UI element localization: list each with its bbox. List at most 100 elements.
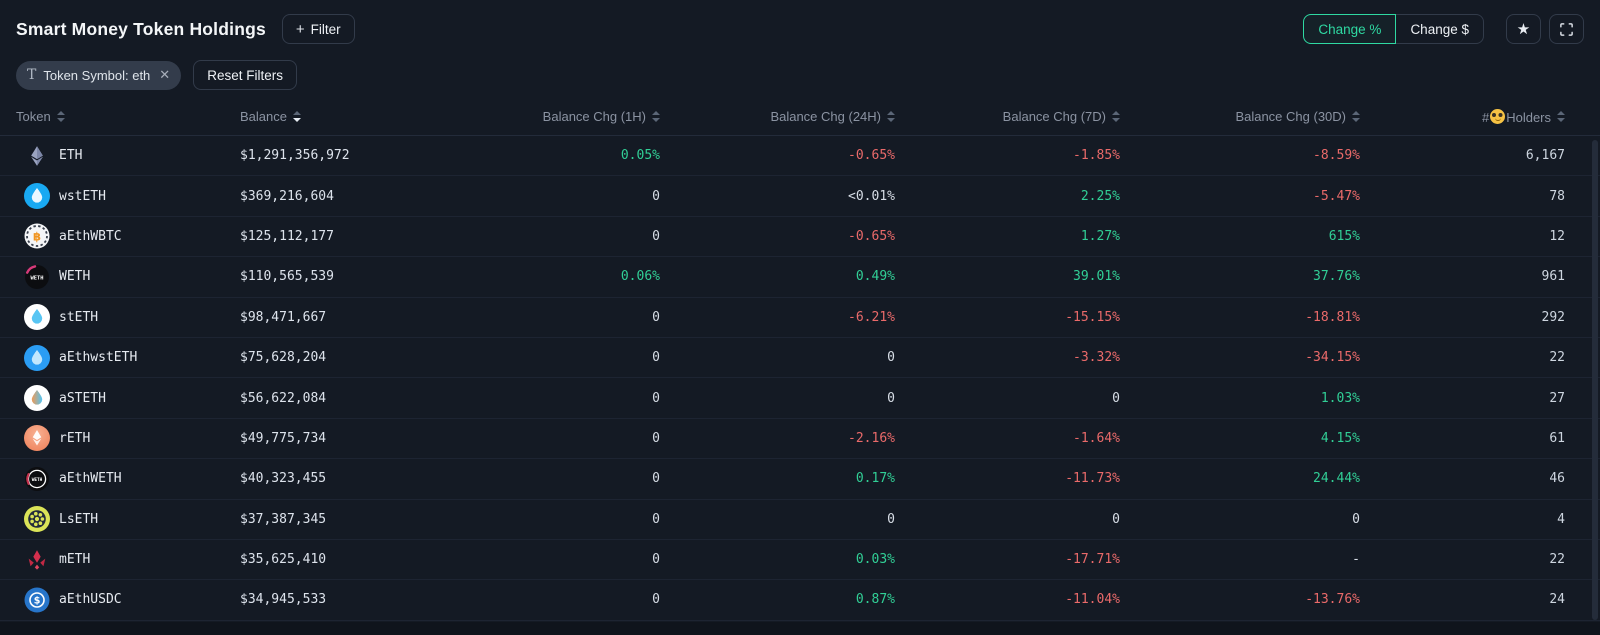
chg-7d-cell: 39.01% bbox=[895, 269, 1120, 284]
holders-cell: 22 bbox=[1360, 552, 1565, 567]
table-row[interactable]: ฿aEthWBTC$125,112,1770-0.65%1.27%615%12 bbox=[0, 217, 1600, 257]
balance-cell: $37,387,345 bbox=[240, 512, 470, 527]
chg-24h-cell: <0.01% bbox=[660, 189, 895, 204]
change-percent-button[interactable]: Change % bbox=[1303, 14, 1396, 44]
weth-logo: WETH bbox=[24, 264, 50, 290]
column-header-token[interactable]: Token bbox=[16, 109, 240, 124]
sort-icon[interactable] bbox=[652, 111, 660, 122]
balance-cell: $125,112,177 bbox=[240, 229, 470, 244]
token-cell: ฿aEthWBTC bbox=[16, 223, 240, 249]
chg-30d-cell: 4.15% bbox=[1120, 431, 1360, 446]
filter-chip-token-symbol[interactable]: T Token Symbol: eth ✕ bbox=[16, 61, 181, 90]
sort-icon[interactable] bbox=[1557, 111, 1565, 122]
sort-icon[interactable] bbox=[1112, 111, 1120, 122]
chg-1h-cell: 0 bbox=[470, 431, 660, 446]
column-header-chg_24h[interactable]: Balance Chg (24H) bbox=[660, 109, 895, 124]
chg-30d-cell: -18.81% bbox=[1120, 310, 1360, 325]
chg-7d-cell: 0 bbox=[895, 512, 1120, 527]
fullscreen-icon bbox=[1559, 22, 1574, 37]
column-header-holders[interactable]: #Holders bbox=[1360, 109, 1565, 125]
chg-30d-cell: 0 bbox=[1120, 512, 1360, 527]
token-cell: $aEthUSDC bbox=[16, 587, 240, 613]
chg-1h-cell: 0 bbox=[470, 189, 660, 204]
table-row[interactable]: $aEthUSDC$34,945,53300.87%-11.04%-13.76%… bbox=[0, 580, 1600, 620]
token-symbol: WETH bbox=[59, 269, 90, 284]
wsteth-logo bbox=[24, 183, 50, 209]
holders-cell: 24 bbox=[1360, 592, 1565, 607]
chg-30d-cell: -5.47% bbox=[1120, 189, 1360, 204]
token-symbol: aEthWETH bbox=[59, 471, 122, 486]
column-label: Token bbox=[16, 109, 51, 124]
column-header-chg_7d[interactable]: Balance Chg (7D) bbox=[895, 109, 1120, 124]
table-row[interactable]: stETH$98,471,6670-6.21%-15.15%-18.81%292 bbox=[0, 298, 1600, 338]
favorite-button[interactable]: ★ bbox=[1506, 14, 1541, 44]
vertical-scrollbar[interactable] bbox=[1592, 140, 1598, 620]
chg-24h-cell: -6.21% bbox=[660, 310, 895, 325]
token-symbol: aSTETH bbox=[59, 391, 106, 406]
chg-7d-cell: 0 bbox=[895, 391, 1120, 406]
fullscreen-button[interactable] bbox=[1549, 14, 1584, 44]
balance-cell: $75,628,204 bbox=[240, 350, 470, 365]
holders-cell: 61 bbox=[1360, 431, 1565, 446]
chg-1h-cell: 0 bbox=[470, 512, 660, 527]
chg-1h-cell: 0 bbox=[470, 350, 660, 365]
asteth-logo bbox=[24, 385, 50, 411]
sort-icon[interactable] bbox=[887, 111, 895, 122]
wbtc-logo: ฿ bbox=[24, 223, 50, 249]
change-mode-toggle: Change % Change $ bbox=[1303, 14, 1484, 44]
chg-7d-cell: -11.73% bbox=[895, 471, 1120, 486]
filter-chip-label: Token Symbol: eth bbox=[43, 68, 150, 83]
holders-cell: 12 bbox=[1360, 229, 1565, 244]
filter-bar: T Token Symbol: eth ✕ Reset Filters bbox=[0, 58, 1600, 92]
token-cell: ETH bbox=[16, 143, 240, 169]
column-header-balance[interactable]: Balance bbox=[240, 109, 470, 124]
sort-icon[interactable] bbox=[293, 111, 301, 122]
token-cell: stETH bbox=[16, 304, 240, 330]
add-filter-button[interactable]: + Filter bbox=[282, 14, 355, 44]
balance-cell: $35,625,410 bbox=[240, 552, 470, 567]
balance-cell: $34,945,533 bbox=[240, 592, 470, 607]
column-label: Balance Chg (24H) bbox=[770, 109, 881, 124]
table-header-row: Token BalanceBalance Chg (1H) Balance Chg … bbox=[0, 98, 1600, 136]
table-row[interactable]: ETH$1,291,356,9720.05%-0.65%-1.85%-8.59%… bbox=[0, 136, 1600, 176]
holders-cell: 22 bbox=[1360, 350, 1565, 365]
chg-30d-cell: 1.03% bbox=[1120, 391, 1360, 406]
column-header-chg_1h[interactable]: Balance Chg (1H) bbox=[470, 109, 660, 124]
sort-icon[interactable] bbox=[1352, 111, 1360, 122]
remove-filter-icon[interactable]: ✕ bbox=[159, 67, 170, 83]
table-row[interactable]: wstETH$369,216,6040<0.01%2.25%-5.47%78 bbox=[0, 176, 1600, 216]
svg-text:$: $ bbox=[34, 596, 41, 607]
nerd-face-emoji bbox=[1490, 109, 1505, 124]
table-row[interactable]: WETHWETH$110,565,5390.06%0.49%39.01%37.7… bbox=[0, 257, 1600, 297]
chg-1h-cell: 0.06% bbox=[470, 269, 660, 284]
column-header-chg_30d[interactable]: Balance Chg (30D) bbox=[1120, 109, 1360, 124]
chg-1h-cell: 0 bbox=[470, 592, 660, 607]
table-row[interactable]: rETH$49,775,7340-2.16%-1.64%4.15%61 bbox=[0, 419, 1600, 459]
lseth-logo bbox=[24, 506, 50, 532]
reset-filters-button[interactable]: Reset Filters bbox=[193, 60, 297, 90]
table-row[interactable]: mETH$35,625,41000.03%-17.71%-22 bbox=[0, 540, 1600, 580]
table-row[interactable]: aEthwstETH$75,628,20400-3.32%-34.15%22 bbox=[0, 338, 1600, 378]
chg-24h-cell: 0 bbox=[660, 350, 895, 365]
token-cell: rETH bbox=[16, 425, 240, 451]
change-dollar-button[interactable]: Change $ bbox=[1396, 14, 1484, 44]
table-row[interactable]: WETHaEthWETH$40,323,45500.17%-11.73%24.4… bbox=[0, 459, 1600, 499]
balance-cell: $1,291,356,972 bbox=[240, 148, 470, 163]
chg-24h-cell: 0.03% bbox=[660, 552, 895, 567]
svg-text:฿: ฿ bbox=[33, 230, 41, 244]
column-label: Balance Chg (30D) bbox=[1235, 109, 1346, 124]
table-row[interactable]: LsETH$37,387,34500004 bbox=[0, 500, 1600, 540]
token-symbol: mETH bbox=[59, 552, 90, 567]
sort-icon[interactable] bbox=[57, 111, 65, 122]
plus-icon: + bbox=[296, 22, 305, 37]
token-symbol: aEthwstETH bbox=[59, 350, 137, 365]
usdc-logo: $ bbox=[24, 587, 50, 613]
table-row[interactable]: aSTETH$56,622,0840001.03%27 bbox=[0, 378, 1600, 418]
chg-30d-cell: -34.15% bbox=[1120, 350, 1360, 365]
star-icon: ★ bbox=[1517, 22, 1530, 37]
balance-cell: $369,216,604 bbox=[240, 189, 470, 204]
holders-cell: 46 bbox=[1360, 471, 1565, 486]
token-symbol: rETH bbox=[59, 431, 90, 446]
chg-7d-cell: -15.15% bbox=[895, 310, 1120, 325]
chg-24h-cell: -0.65% bbox=[660, 229, 895, 244]
